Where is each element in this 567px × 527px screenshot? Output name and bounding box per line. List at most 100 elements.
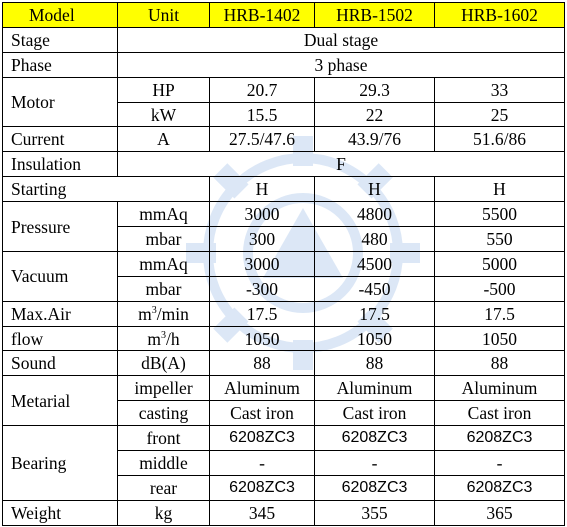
- sound-label: Sound: [2, 350, 118, 377]
- model-hrb-1402: HRB-1402: [209, 2, 315, 28]
- airflow-min-1402: 17.5: [209, 300, 315, 327]
- motor-hp-row: Motor HP 20.7 29.3 33: [2, 76, 565, 128]
- pressure-mbar-1602: 550: [434, 226, 565, 252]
- vacuum-mbar-1602: -500: [434, 275, 565, 302]
- phase-value: 3 phase: [117, 51, 565, 78]
- weight-1402: 345: [209, 499, 315, 526]
- material-label: Metarial: [2, 375, 118, 427]
- motor-hp-1402: 20.7: [209, 76, 315, 103]
- bearing-front-1502: 6208ZC3: [314, 425, 435, 452]
- pressure-mbar-row: mbar 300 480 550: [3, 226, 565, 252]
- current-row: Current A 27.5/47.6 43.9/76 51.6/86: [2, 126, 565, 153]
- airflow-h-1602: 1050: [434, 325, 565, 352]
- stage-value: Dual stage: [117, 26, 565, 53]
- pressure-mbar-unit: mbar: [117, 226, 210, 252]
- bearing-middle-unit: middle: [117, 450, 210, 476]
- material-impeller-unit: impeller: [117, 375, 210, 402]
- sound-unit: dB(A): [117, 350, 210, 377]
- sound-row: Sound dB(A) 88 88 88: [2, 350, 565, 377]
- stage-label: Stage: [2, 26, 118, 53]
- header-row: Model Unit HRB-1402 HRB-1502 HRB-1602: [2, 2, 565, 28]
- bearing-front-1402: 6208ZC3: [209, 425, 315, 452]
- weight-1502: 355: [314, 499, 435, 526]
- vacuum-mmaq-1602: 5000: [434, 250, 565, 277]
- bearing-rear-1602: 6208ZC3: [434, 474, 565, 501]
- insulation-label: Insulation: [2, 151, 118, 178]
- motor-kw-row: kW 15.5 22 25: [3, 101, 565, 128]
- weight-unit: kg: [117, 499, 210, 526]
- material-casting-1502: Cast iron: [314, 400, 435, 427]
- bearing-front-1602: 6208ZC3: [434, 425, 565, 452]
- insulation-value: F: [117, 151, 565, 178]
- pressure-mbar-1402: 300: [209, 226, 315, 252]
- airflow-min-1602: 17.5: [434, 300, 565, 327]
- starting-1402: H: [209, 176, 315, 203]
- airflow-h-row: flow m3/h 1050 1050 1050: [2, 325, 565, 352]
- sound-1402: 88: [209, 350, 315, 377]
- weight-1602: 365: [434, 499, 565, 526]
- airflow-h-1502: 1050: [314, 325, 435, 352]
- material-casting-1402: Cast iron: [209, 400, 315, 427]
- material-impeller-1402: Aluminum: [209, 375, 315, 402]
- stage-row: Stage Dual stage: [2, 26, 565, 53]
- vacuum-mbar-row: mbar -300 -450 -500: [3, 275, 565, 302]
- airflow-h-unit-base: m: [147, 328, 161, 349]
- pressure-mmaq-1602: 5500: [434, 201, 565, 228]
- sound-1502: 88: [314, 350, 435, 377]
- vacuum-label: Vacuum: [2, 250, 118, 302]
- airflow-h-1402: 1050: [209, 325, 315, 352]
- bearing-middle-1602: -: [434, 450, 565, 476]
- bearing-middle-1402: -: [209, 450, 315, 476]
- pressure-label: Pressure: [2, 201, 118, 252]
- airflow-h-unit-sup: 3: [161, 329, 166, 341]
- bearing-front-row: Bearing front 6208ZC3 6208ZC3 6208ZC3: [2, 425, 565, 501]
- bearing-label: Bearing: [2, 425, 118, 501]
- material-impeller-1502: Aluminum: [314, 375, 435, 402]
- current-unit: A: [117, 126, 210, 153]
- vacuum-mmaq-row: Vacuum mmAq 3000 4500 5000: [2, 250, 565, 302]
- pressure-mmaq-1402: 3000: [209, 201, 315, 228]
- vacuum-mbar-1502: -450: [314, 275, 435, 302]
- vacuum-mmaq-unit: mmAq: [117, 250, 210, 277]
- current-1402: 27.5/47.6: [209, 126, 315, 153]
- vacuum-mbar-1402: -300: [209, 275, 315, 302]
- weight-label: Weight: [2, 499, 118, 526]
- bearing-middle-1502: -: [314, 450, 435, 476]
- starting-1602: H: [434, 176, 565, 203]
- motor-hp-unit: HP: [117, 76, 210, 103]
- bearing-rear-1402: 6208ZC3: [209, 474, 315, 501]
- unit-header: Unit: [117, 2, 210, 28]
- material-casting-row: casting Cast iron Cast iron Cast iron: [3, 400, 565, 427]
- pressure-mmaq-1502: 4800: [314, 201, 435, 228]
- bearing-rear-1502: 6208ZC3: [314, 474, 435, 501]
- airflow-min-1502: 17.5: [314, 300, 435, 327]
- starting-label: Starting: [2, 176, 210, 203]
- airflow-min-unit-sup: 3: [151, 304, 157, 316]
- pressure-mmaq-unit: mmAq: [117, 201, 210, 228]
- motor-label: Motor: [2, 76, 118, 128]
- motor-kw-1502: 22: [314, 101, 435, 128]
- current-1502: 43.9/76: [314, 126, 435, 153]
- sound-1602: 88: [434, 350, 565, 377]
- material-casting-unit: casting: [117, 400, 210, 427]
- airflow-label-line1: Max.Air: [2, 300, 118, 327]
- model-hrb-1502: HRB-1502: [314, 2, 435, 28]
- bearing-front-unit: front: [117, 425, 210, 452]
- phase-label: Phase: [2, 51, 118, 78]
- starting-row: Starting H H H: [2, 176, 565, 203]
- current-label: Current: [2, 126, 118, 153]
- motor-kw-1402: 15.5: [209, 101, 315, 128]
- airflow-min-unit-base: m: [138, 303, 152, 324]
- motor-kw-1602: 25: [434, 101, 565, 128]
- pressure-mmaq-row: Pressure mmAq 3000 4800 5500: [2, 201, 565, 252]
- pressure-mbar-1502: 480: [314, 226, 435, 252]
- vacuum-mmaq-1502: 4500: [314, 250, 435, 277]
- airflow-min-row: Max.Air m3/min 17.5 17.5 17.5: [2, 300, 565, 327]
- airflow-h-unit-tail: /h: [166, 328, 180, 349]
- motor-hp-1502: 29.3: [314, 76, 435, 103]
- material-impeller-1602: Aluminum: [434, 375, 565, 402]
- starting-1502: H: [314, 176, 435, 203]
- motor-hp-1602: 33: [434, 76, 565, 103]
- vacuum-mbar-unit: mbar: [117, 275, 210, 302]
